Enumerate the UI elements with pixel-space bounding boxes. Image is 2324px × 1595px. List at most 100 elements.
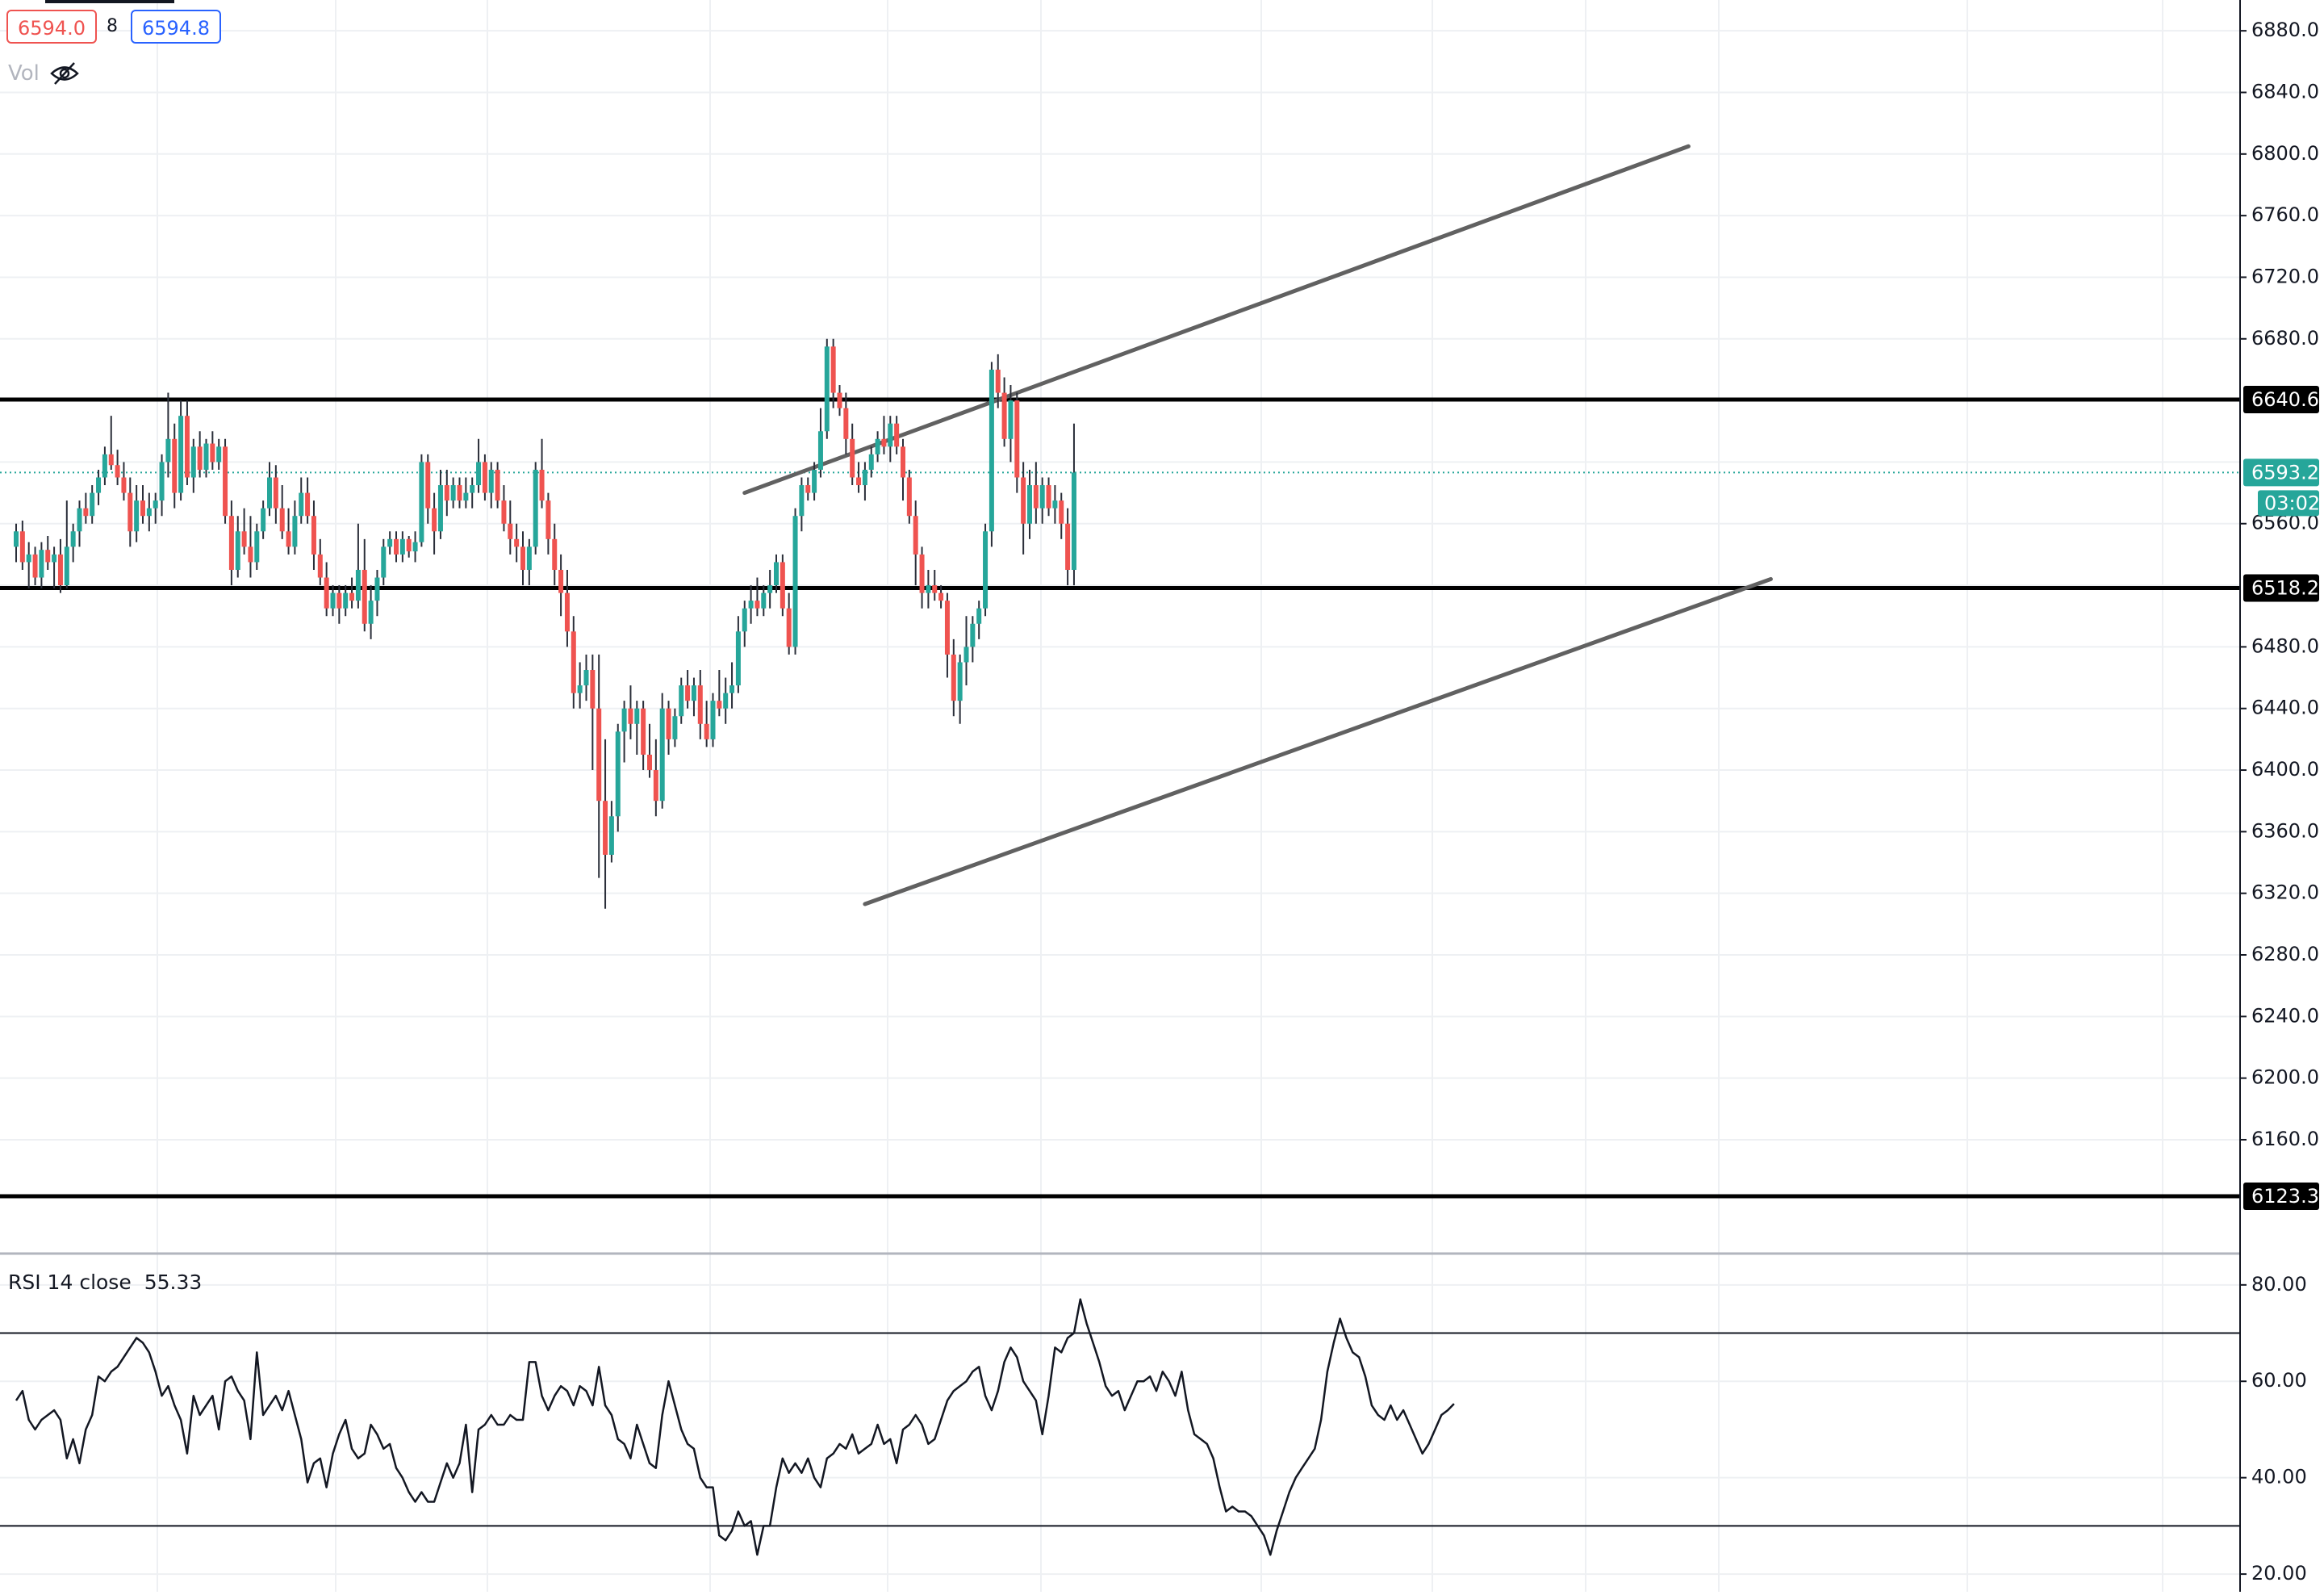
candle (299, 477, 304, 524)
candle (615, 723, 621, 832)
candle (957, 654, 963, 724)
candle (387, 531, 393, 555)
candle (767, 569, 773, 609)
candle-body (514, 538, 520, 547)
candle (324, 562, 329, 617)
candle-body (679, 685, 684, 717)
candle (697, 670, 703, 739)
candle (273, 465, 278, 524)
rsi-legend[interactable]: RSI 14 close 55.33 (8, 1269, 202, 1296)
candle-body (90, 492, 95, 517)
candle-body (697, 685, 703, 724)
candle (197, 431, 203, 478)
candle-body (349, 592, 355, 601)
candle (577, 662, 583, 709)
candle (843, 392, 849, 454)
candle-body (1021, 477, 1026, 524)
candle-body (767, 585, 773, 593)
candle-body (647, 754, 652, 771)
candle-body (368, 601, 374, 624)
candle-body (241, 531, 247, 547)
candle (837, 385, 842, 417)
candle (761, 585, 767, 617)
ask-price[interactable]: 6594.8 (131, 10, 221, 44)
candle (976, 601, 982, 639)
countdown-bg (2258, 490, 2319, 517)
candle-body (628, 708, 633, 724)
candle-body (571, 631, 576, 693)
candle (1014, 392, 1020, 493)
candle-body (64, 546, 69, 586)
candle-body (545, 500, 551, 539)
candle-body (216, 446, 222, 463)
rsi-pane (0, 1252, 2240, 1556)
candle (1059, 492, 1064, 539)
candle (140, 485, 145, 524)
candle (970, 616, 976, 663)
candle (450, 477, 456, 509)
candle (552, 523, 558, 586)
candle (944, 592, 950, 678)
candle-body (558, 569, 564, 593)
eye-crossed-icon[interactable] (48, 60, 81, 87)
grid (0, 0, 2240, 1592)
candle-body (590, 670, 596, 709)
y-tick-label: 6480.0 (2251, 634, 2319, 657)
top-tab-indicator (45, 0, 174, 3)
candle-body (457, 485, 462, 501)
candle-body (938, 592, 944, 601)
candle-body (26, 554, 31, 563)
candle (178, 400, 184, 501)
candle (679, 677, 684, 724)
rsi-tick-label: 20.00 (2251, 1562, 2307, 1585)
candle (374, 569, 380, 617)
candle (184, 400, 190, 486)
candle (571, 616, 576, 709)
candle (210, 431, 215, 470)
y-tick-label: 6240.0 (2251, 1004, 2319, 1027)
candle (1046, 477, 1051, 517)
candle (495, 462, 500, 509)
candle-body (159, 462, 165, 501)
candle-body (970, 623, 976, 647)
candle-body (432, 508, 437, 532)
candle-body (881, 438, 887, 447)
candle-body (387, 538, 393, 547)
candle-body (634, 708, 640, 724)
candle (526, 538, 532, 586)
candle (172, 423, 178, 509)
candle-body (412, 542, 418, 552)
candle-body (1033, 485, 1039, 509)
candle-body (552, 538, 558, 570)
level-price-label: 6518.2 (2251, 577, 2319, 600)
candle-body (172, 438, 178, 493)
candle-body (539, 469, 545, 501)
candle (830, 338, 836, 408)
rsi-tick-label: 80.00 (2251, 1273, 2307, 1296)
volume-label[interactable]: Vol (8, 61, 40, 86)
candles (14, 338, 1076, 909)
candle-body (932, 585, 938, 593)
candle (824, 338, 830, 439)
candle-body (659, 708, 665, 802)
candle (919, 546, 925, 609)
candle-body (273, 477, 278, 509)
bid-price[interactable]: 6594.0 (6, 10, 97, 44)
candle (223, 438, 228, 524)
candle-body (1071, 472, 1076, 570)
candle-body (761, 592, 767, 609)
y-tick-label: 6200.0 (2251, 1066, 2319, 1089)
candle (1021, 462, 1026, 555)
candle-body (919, 554, 925, 593)
candle-body (203, 443, 209, 470)
candle-body (1014, 400, 1020, 478)
candle-body (894, 423, 900, 447)
current-price-label: 6593.2 (2251, 461, 2319, 484)
rsi-line (15, 1298, 1455, 1556)
candle (32, 546, 38, 586)
candle (488, 462, 494, 509)
candle-body (254, 531, 260, 563)
axis-price-labels: 6640.6 6518.2 6123.3 6593.2 03:02 (2243, 385, 2320, 1211)
candle-body (374, 577, 380, 601)
